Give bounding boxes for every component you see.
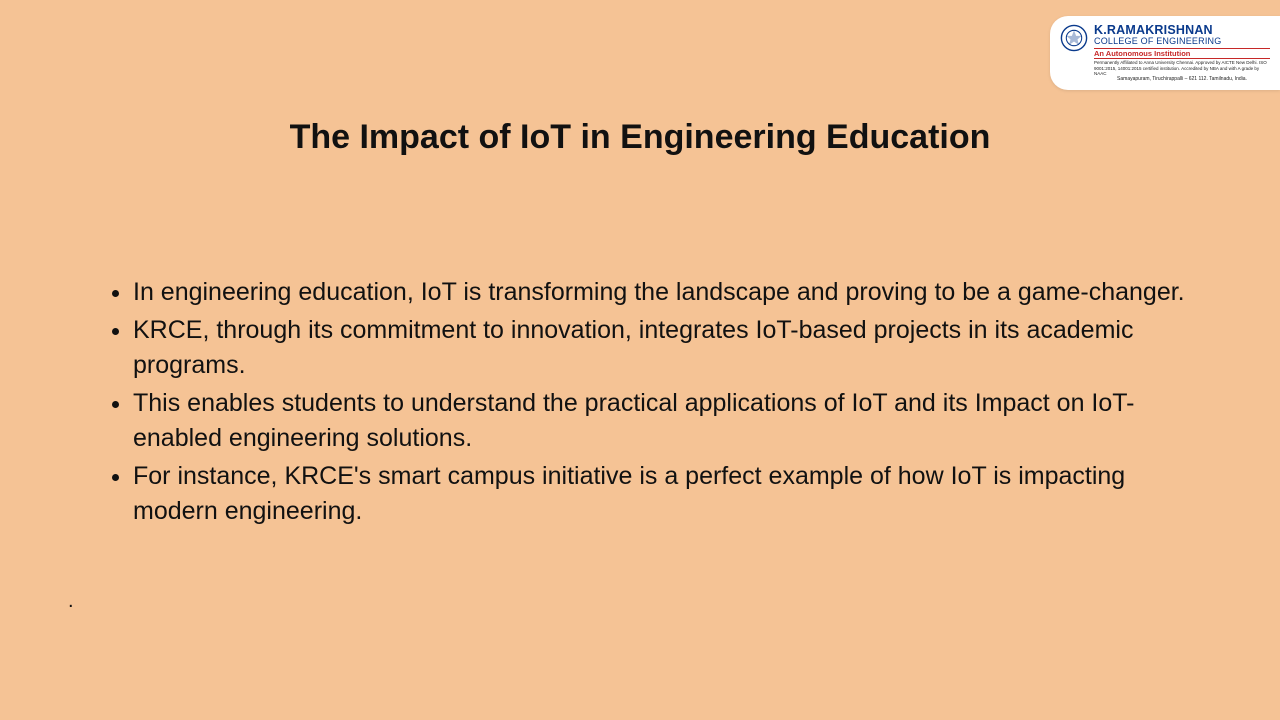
slide-title: The Impact of IoT in Engineering Educati…: [0, 118, 1280, 157]
institution-emblem-icon: [1060, 24, 1088, 52]
list-item: This enables students to understand the …: [133, 386, 1200, 457]
institution-subname: COLLEGE OF ENGINEERING: [1094, 37, 1270, 46]
trailing-text: .: [68, 590, 74, 613]
institution-address: Samayapuram, Tiruchirappalli – 621 112. …: [1094, 77, 1270, 82]
list-item: In engineering education, IoT is transfo…: [133, 275, 1200, 311]
institution-logo-text: K.RAMAKRISHNAN COLLEGE OF ENGINEERING An…: [1094, 24, 1270, 82]
institution-accreditation: Permanently Affiliated to Anna Universit…: [1094, 60, 1270, 76]
institution-autonomy: An Autonomous Institution: [1094, 50, 1270, 58]
list-item: For instance, KRCE's smart campus initia…: [133, 459, 1200, 530]
institution-logo-card: K.RAMAKRISHNAN COLLEGE OF ENGINEERING An…: [1050, 16, 1280, 90]
logo-divider: [1094, 58, 1270, 59]
list-item: KRCE, through its commitment to innovati…: [133, 313, 1200, 384]
bullet-list: In engineering education, IoT is transfo…: [95, 275, 1200, 532]
